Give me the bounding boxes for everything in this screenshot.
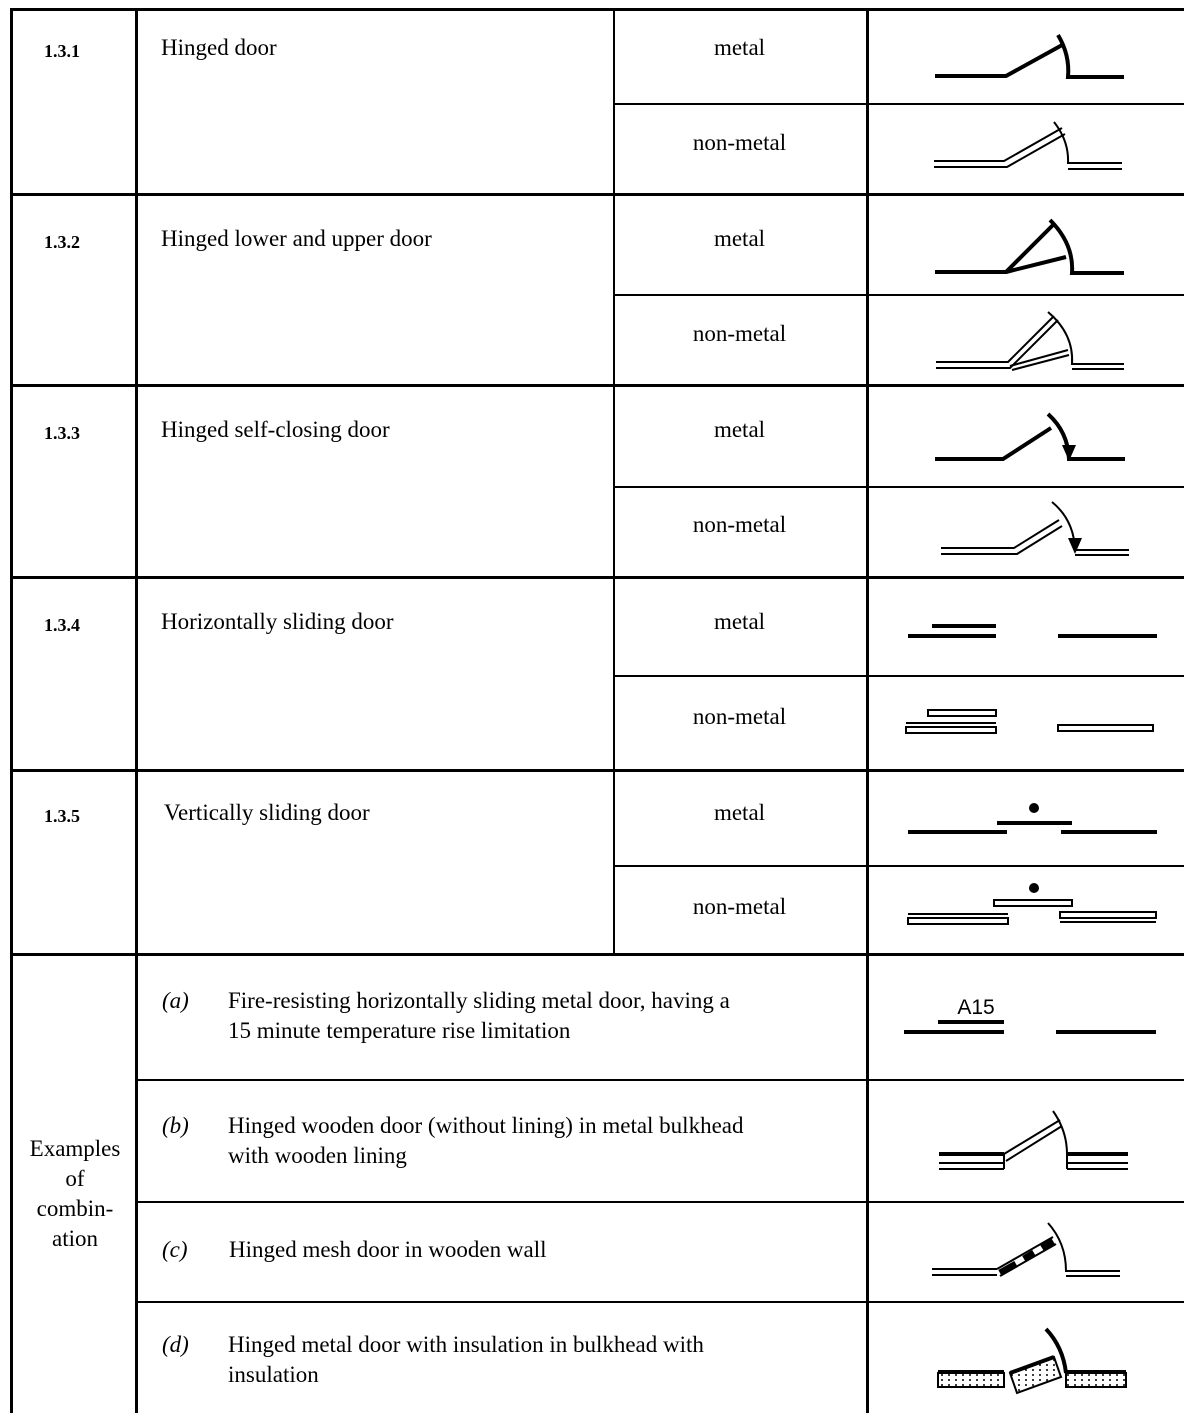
example-letter: (c) [162, 1237, 188, 1262]
vertically-sliding-door-non-metal-symbol [870, 867, 1184, 953]
material-non-metal: non-metal [692, 704, 787, 729]
horizontally-sliding-door-metal-symbol [870, 579, 1184, 675]
hinged-metal-door-with-insulation-symbol [870, 1303, 1184, 1413]
example-text-line: Hinged metal door with insulation in bul… [228, 1332, 704, 1357]
example-separator [136, 1201, 1184, 1203]
hinged-self-closing-door-non-metal-symbol [870, 488, 1184, 576]
material-metal: metal [713, 609, 766, 634]
vertically-sliding-door-metal-symbol [870, 772, 1184, 865]
example-text: Hinged metal door with insulation in bul… [228, 1330, 704, 1390]
combination-label: Examples of combin- ation [11, 1134, 139, 1254]
material-separator [614, 103, 1184, 105]
example-text: Hinged wooden door (without lining) in m… [228, 1111, 744, 1171]
material-non-metal: non-metal [692, 894, 787, 919]
table-left-border [10, 8, 13, 1413]
example-separator [136, 1301, 1184, 1303]
example-text: Hinged mesh door in wooden wall [229, 1235, 546, 1265]
example-text-line: Fire-resisting horizontally sliding meta… [228, 988, 730, 1013]
row-name: Horizontally sliding door [161, 609, 394, 634]
row-code: 1.3.4 [44, 615, 80, 635]
material-separator [614, 294, 1184, 296]
material-non-metal: non-metal [692, 130, 787, 155]
code-column-divider [135, 8, 138, 1413]
hinged-door-metal-symbol [870, 11, 1184, 103]
row-name: Hinged lower and upper door [161, 226, 432, 251]
row-name: Hinged door [161, 35, 277, 60]
hinged-door-non-metal-symbol [870, 105, 1184, 193]
example-text-line: 15 minute temperature rise limitation [228, 1018, 571, 1043]
row-code: 1.3.2 [44, 232, 80, 252]
example-text: Fire-resisting horizontally sliding meta… [228, 986, 730, 1046]
group-separator [10, 193, 1184, 196]
horizontally-sliding-door-non-metal-symbol [870, 677, 1184, 769]
example-letter: (a) [162, 988, 189, 1013]
combination-label-line: of [65, 1166, 85, 1191]
material-non-metal: non-metal [692, 512, 787, 537]
example-text-line: Hinged wooden door (without lining) in m… [228, 1113, 744, 1138]
hinged-self-closing-door-metal-symbol [870, 387, 1184, 486]
example-letter: (b) [162, 1113, 189, 1138]
group-separator [10, 769, 1184, 772]
material-separator [614, 675, 1184, 677]
table-top-border [10, 8, 1184, 11]
hinged-wooden-door-in-metal-bulkhead-symbol [870, 1081, 1184, 1201]
material-metal: metal [713, 226, 766, 251]
material-separator [614, 865, 1184, 867]
example-separator [136, 1079, 1184, 1081]
example-text-line: Hinged mesh door in wooden wall [229, 1237, 547, 1262]
example-text-line: with wooden lining [228, 1143, 407, 1168]
row-code: 1.3.3 [44, 423, 80, 443]
symbol-column-divider [866, 8, 869, 1413]
row-name: Vertically sliding door [164, 800, 370, 825]
row-code: 1.3.5 [44, 806, 80, 826]
material-metal: metal [713, 800, 766, 825]
combination-label-line: Examples [29, 1136, 121, 1161]
material-separator [614, 486, 1184, 488]
group-separator [10, 953, 1184, 956]
row-name: Hinged self-closing door [161, 417, 390, 442]
a15-label: A15 [957, 996, 994, 1019]
fire-resisting-sliding-door-symbol: A15 [870, 956, 1184, 1079]
hinged-lower-upper-door-metal-symbol [870, 196, 1184, 294]
combination-label-line: ation [52, 1226, 98, 1251]
group-separator [10, 384, 1184, 387]
material-metal: metal [713, 417, 766, 442]
row-code: 1.3.1 [44, 41, 80, 61]
example-letter: (d) [162, 1332, 189, 1357]
hinged-lower-upper-door-non-metal-symbol [870, 296, 1184, 384]
combination-label-line: combin- [36, 1196, 114, 1221]
material-non-metal: non-metal [692, 321, 787, 346]
example-text-line: insulation [228, 1362, 319, 1387]
material-metal: metal [713, 35, 766, 60]
hinged-mesh-door-in-wooden-wall-symbol [870, 1203, 1184, 1301]
group-separator [10, 576, 1184, 579]
material-column-divider [613, 8, 615, 954]
